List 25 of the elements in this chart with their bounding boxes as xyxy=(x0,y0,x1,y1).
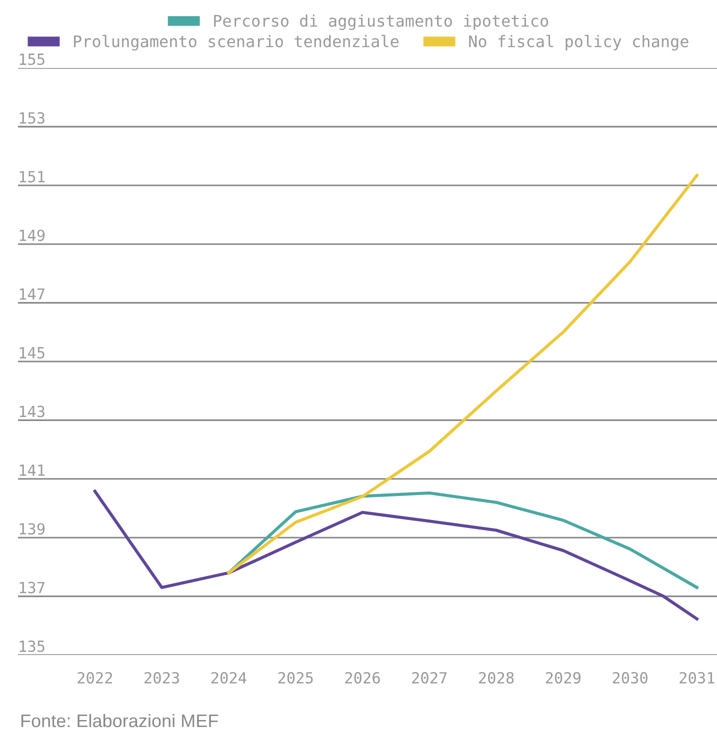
y-tick-label: 147 xyxy=(20,288,44,300)
y-tick-label: 141 xyxy=(20,464,45,476)
y-tick-label: 153 xyxy=(20,112,44,124)
y-tick-label: 145 xyxy=(20,347,44,359)
x-tick-label: 2026 xyxy=(345,672,380,684)
x-tick-label: 2031 xyxy=(680,672,714,684)
legend-label: Prolungamento scenario tendenziale xyxy=(74,34,398,51)
x-tick-label: 2022 xyxy=(78,672,112,684)
y-tick-label: 135 xyxy=(20,640,44,652)
x-tick-label: 2028 xyxy=(479,672,514,684)
legend-label: Percorso di aggiustamento ipotetico xyxy=(214,14,548,30)
y-tick-label: 139 xyxy=(20,523,45,535)
source-note: Fonte: Elaborazioni MEF xyxy=(21,714,218,728)
legend-label: No fiscal policy change xyxy=(469,34,688,51)
x-tick-label: 2029 xyxy=(546,672,581,684)
y-tick-label: 151 xyxy=(20,171,45,182)
x-tick-label: 2023 xyxy=(144,672,180,684)
y-tick-label: 149 xyxy=(20,230,45,242)
x-tick-label: 2024 xyxy=(211,672,246,684)
y-tick-label: 155 xyxy=(20,54,44,66)
x-tick-label: 2030 xyxy=(612,672,648,684)
y-tick-label: 143 xyxy=(20,406,44,418)
x-tick-label: 2025 xyxy=(278,672,313,684)
y-tick-label: 137 xyxy=(20,582,44,594)
x-tick-label: 2027 xyxy=(412,672,447,684)
